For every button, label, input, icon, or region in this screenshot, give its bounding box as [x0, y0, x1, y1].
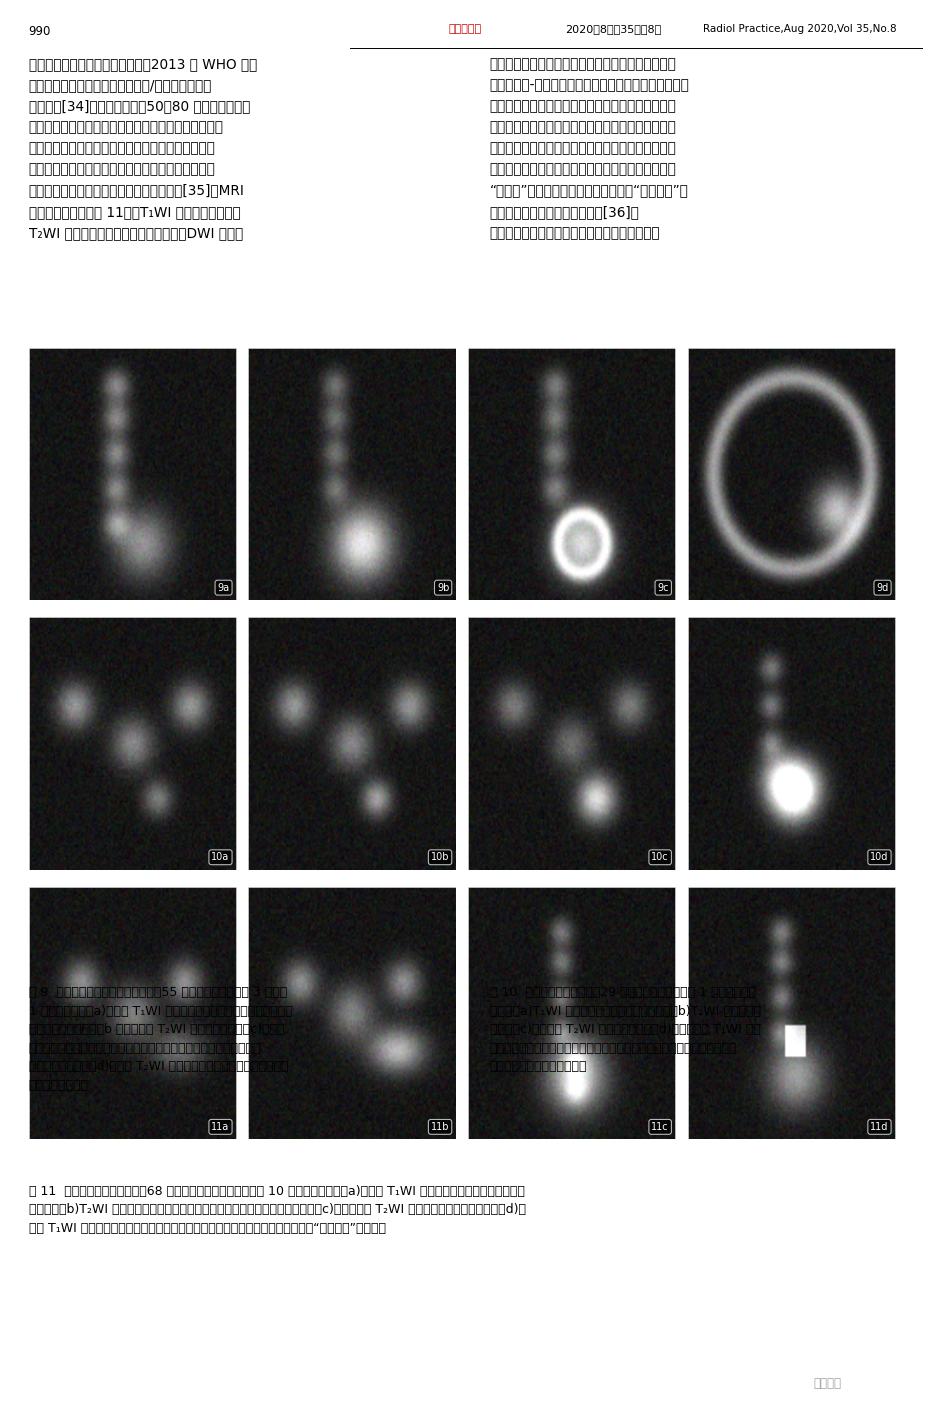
Text: 10a: 10a	[211, 853, 229, 863]
Text: 图 11  粘液纤维肉瘼患者，男，68 岁，发现骶尾部右侧皮下肿块 10 天，无明显压痛。a)横轴面 T₁WI 示肿块内信号不均，以低信号为
主（筕）；b)T₂: 图 11 粘液纤维肉瘼患者，男，68 岁，发现骶尾部右侧皮下肿块 10 天，无明…	[29, 1185, 526, 1235]
Text: 2020年8月第35卷第8期: 2020年8月第35卷第8期	[565, 24, 661, 34]
Text: 11b: 11b	[431, 1122, 449, 1132]
Text: 图 9  皮肤隆突性纤维肉瘼患者，女，55 岁，发现骶尾部肿块 3 年、近
1 年来逐渐增大。a)矢状面 T₁WI 示骶尾部类圆形病灯呢等信号（筕），
其内有小: 图 9 皮肤隆突性纤维肉瘼患者，女，55 岁，发现骶尾部肿块 3 年、近 1 年…	[29, 986, 292, 1091]
Text: 熊猫放射: 熊猫放射	[813, 1376, 842, 1391]
Text: 990: 990	[29, 24, 51, 37]
Text: 9c: 9c	[657, 583, 669, 593]
Text: 9d: 9d	[877, 583, 888, 593]
Text: 分类中将其改名为粘液纤维肉瘰，2013 年 WHO 软组
织肿瘼分类中将其归入纤维母细胞/肌纤维母细胞的
恶性肿瘼[34]。此肿瘼好发于50～80 岁的老年人，: 分类中将其改名为粘液纤维肉瘰，2013 年 WHO 软组 织肿瘼分类中将其归入纤…	[29, 57, 257, 240]
Text: 11d: 11d	[870, 1122, 888, 1132]
Text: 11c: 11c	[651, 1122, 669, 1132]
Text: 杂高信号。高度恶性者瘼内可见低信号的囊变，坏死
区，可见液-液平面，也可有出血灯呢高信号，瘼周常有
水肿。增强扫描可见肿瘼实质部分明显不均匀强化，
动态增强扫描: 杂高信号。高度恶性者瘼内可见低信号的囊变，坏死 区，可见液-液平面，也可有出血灯…	[490, 57, 689, 240]
Text: Radiol Practice,Aug 2020,Vol 35,No.8: Radiol Practice,Aug 2020,Vol 35,No.8	[704, 24, 897, 34]
Text: 放射学实践: 放射学实践	[449, 24, 482, 34]
Text: 11a: 11a	[211, 1122, 229, 1132]
Text: 10b: 10b	[431, 853, 449, 863]
Text: 9a: 9a	[218, 583, 229, 593]
Text: 图 10  横纹肌肉瘼患者，女，29 岁，发现肛门周围肿块 1 个月，局部有
疼痛感。a)T₁WI 示尾部皮下肿块呢等信号（筕）；b)T₂WI 示肿块呢稍
高信: 图 10 横纹肌肉瘼患者，女，29 岁，发现肛门周围肿块 1 个月，局部有 疼痛…	[490, 986, 761, 1073]
Text: 9b: 9b	[437, 583, 449, 593]
Text: 10c: 10c	[651, 853, 669, 863]
Text: 10d: 10d	[870, 853, 888, 863]
